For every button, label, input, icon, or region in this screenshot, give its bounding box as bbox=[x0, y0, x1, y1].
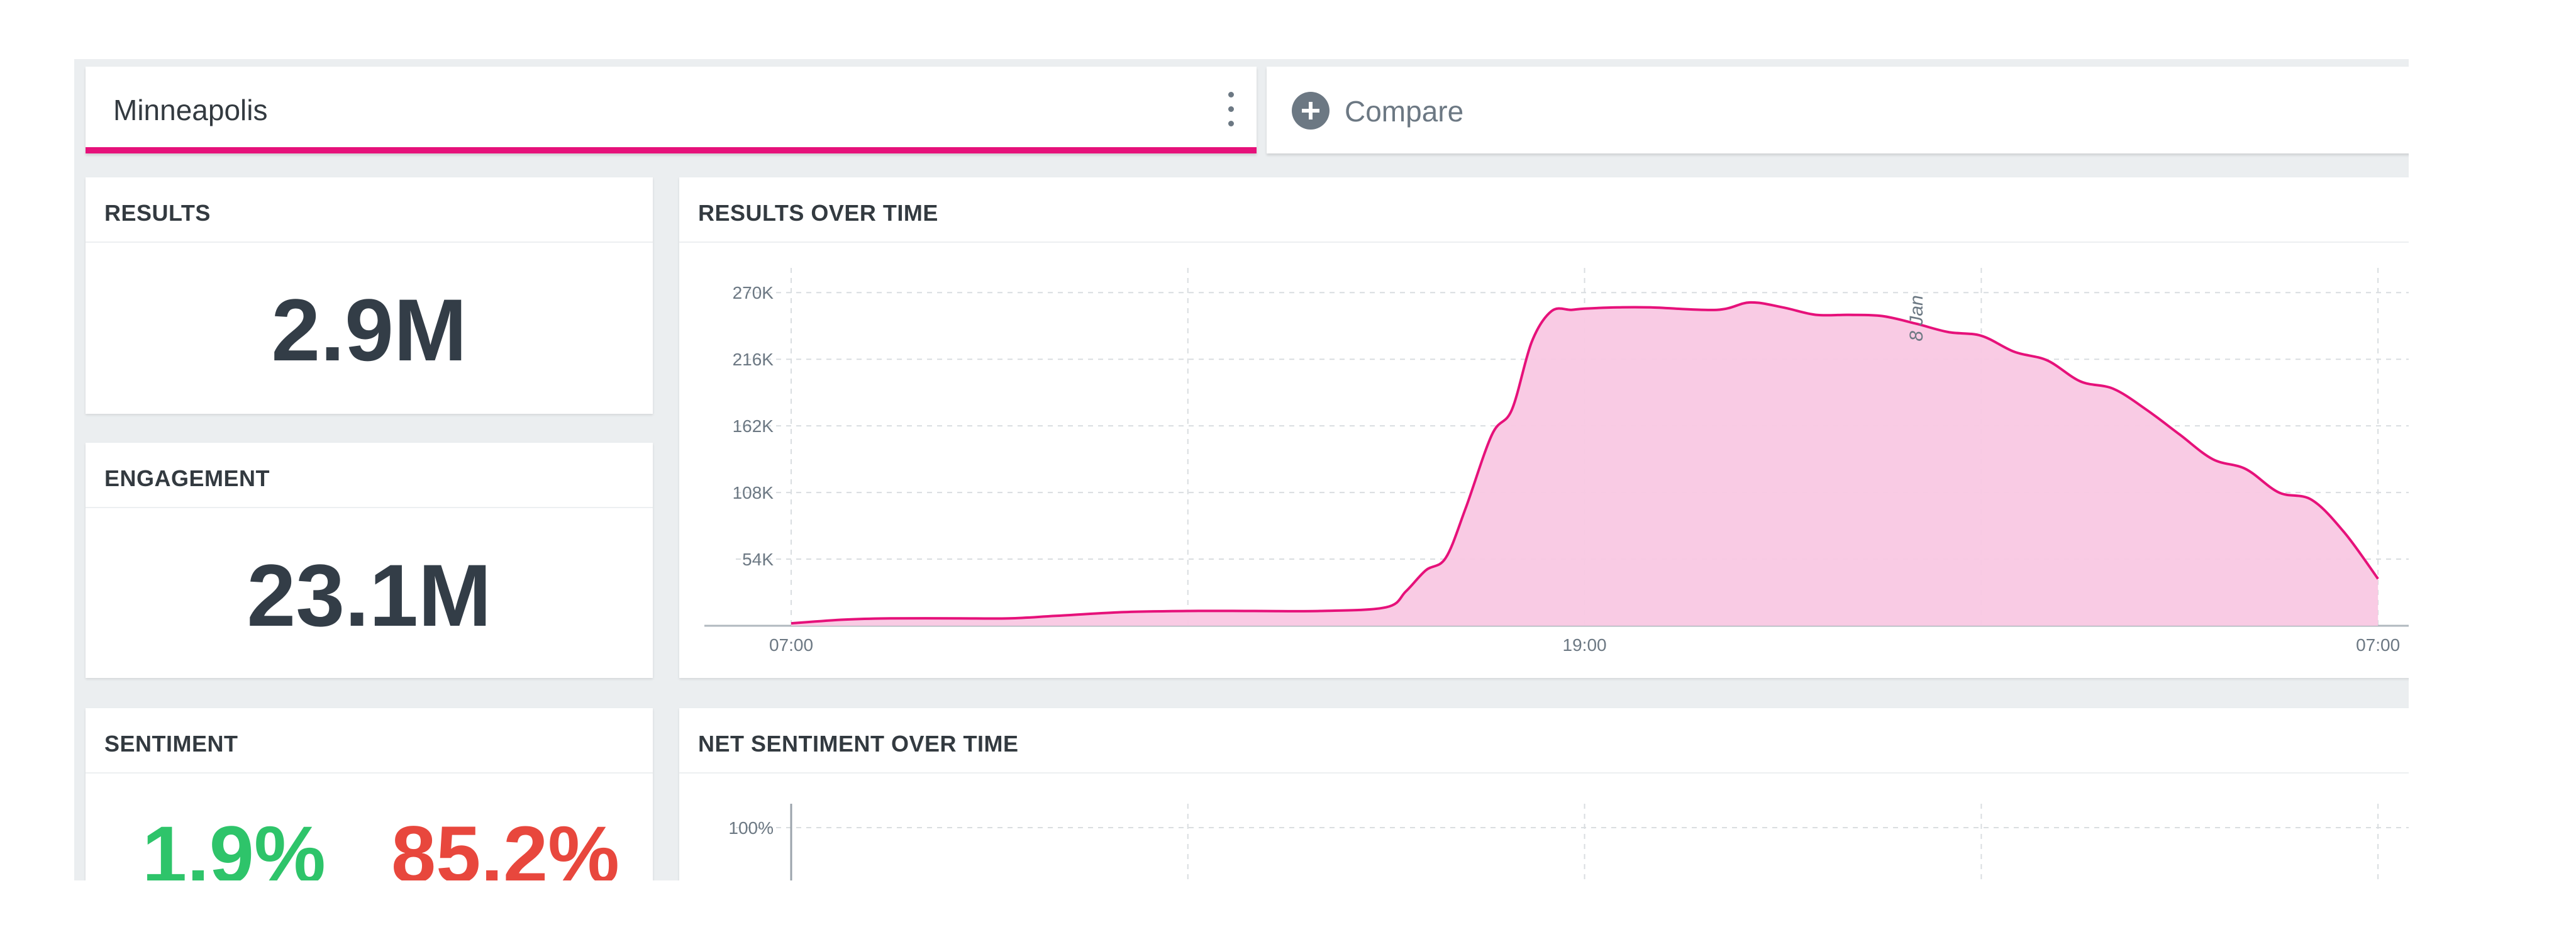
compare-label: Compare bbox=[1345, 95, 1464, 128]
y-tick-label: 108K bbox=[733, 483, 774, 502]
card-header: RESULTS bbox=[86, 177, 653, 243]
sentiment-title: SENTIMENT bbox=[104, 731, 238, 757]
card-header: RESULTS OVER TIME bbox=[679, 177, 2409, 243]
net-sentiment-chart: 100% bbox=[728, 804, 2409, 880]
y-tick-label: 216K bbox=[733, 350, 774, 369]
x-tick-label: 07:00 bbox=[2356, 635, 2400, 655]
query-tab[interactable]: Minneapolis bbox=[86, 67, 1257, 153]
y-tick-label: 162K bbox=[733, 416, 774, 436]
results-card: RESULTS 2.9M bbox=[86, 177, 653, 414]
results-over-time-card: RESULTS OVER TIME 54K 108K 162K 216K 270K 07:… bbox=[679, 177, 2409, 678]
results-value: 2.9M bbox=[271, 280, 467, 379]
x-tick-label: 19:00 bbox=[1563, 635, 1607, 655]
results-over-time-chart: 54K 108K 162K 216K 270K 07:00 19:00 07:00 8 Jan bbox=[704, 268, 2409, 655]
card-header: NET SENTIMENT OVER TIME bbox=[679, 708, 2409, 774]
results-title: RESULTS bbox=[104, 200, 211, 226]
sentiment-card: SENTIMENT 1.9% 85.2% bbox=[86, 708, 653, 880]
net-sentiment-title: NET SENTIMENT OVER TIME bbox=[698, 731, 1019, 757]
results-series-line bbox=[791, 301, 2379, 625]
plus-circle-icon bbox=[1292, 92, 1330, 130]
engagement-value: 23.1M bbox=[247, 546, 492, 645]
dashboard: Minneapolis Compare RESULTS 2.9M ENGAGEM… bbox=[74, 59, 2409, 880]
net-sentiment-card: NET SENTIMENT OVER TIME 100% bbox=[679, 708, 2409, 880]
results-over-time-title: RESULTS OVER TIME bbox=[698, 200, 938, 226]
engagement-card: ENGAGEMENT 23.1M bbox=[86, 443, 653, 678]
y-tick-label: 100% bbox=[728, 818, 774, 838]
positive-sentiment-value: 1.9% bbox=[142, 810, 326, 880]
query-name: Minneapolis bbox=[113, 94, 268, 126]
x-tick-label: 07:00 bbox=[769, 635, 813, 655]
results-area-fill bbox=[791, 302, 2379, 626]
card-header: SENTIMENT bbox=[86, 708, 653, 774]
vertical-dots-icon[interactable] bbox=[1226, 91, 1235, 128]
compare-button[interactable]: Compare bbox=[1267, 67, 2409, 153]
card-header: ENGAGEMENT bbox=[86, 443, 653, 508]
engagement-title: ENGAGEMENT bbox=[104, 465, 270, 491]
date-annotation: 8 Jan bbox=[1906, 295, 1927, 341]
y-tick-label: 54K bbox=[742, 550, 774, 569]
active-tab-indicator bbox=[86, 147, 1257, 153]
negative-sentiment-value: 85.2% bbox=[391, 810, 619, 880]
y-tick-label: 270K bbox=[733, 283, 774, 303]
